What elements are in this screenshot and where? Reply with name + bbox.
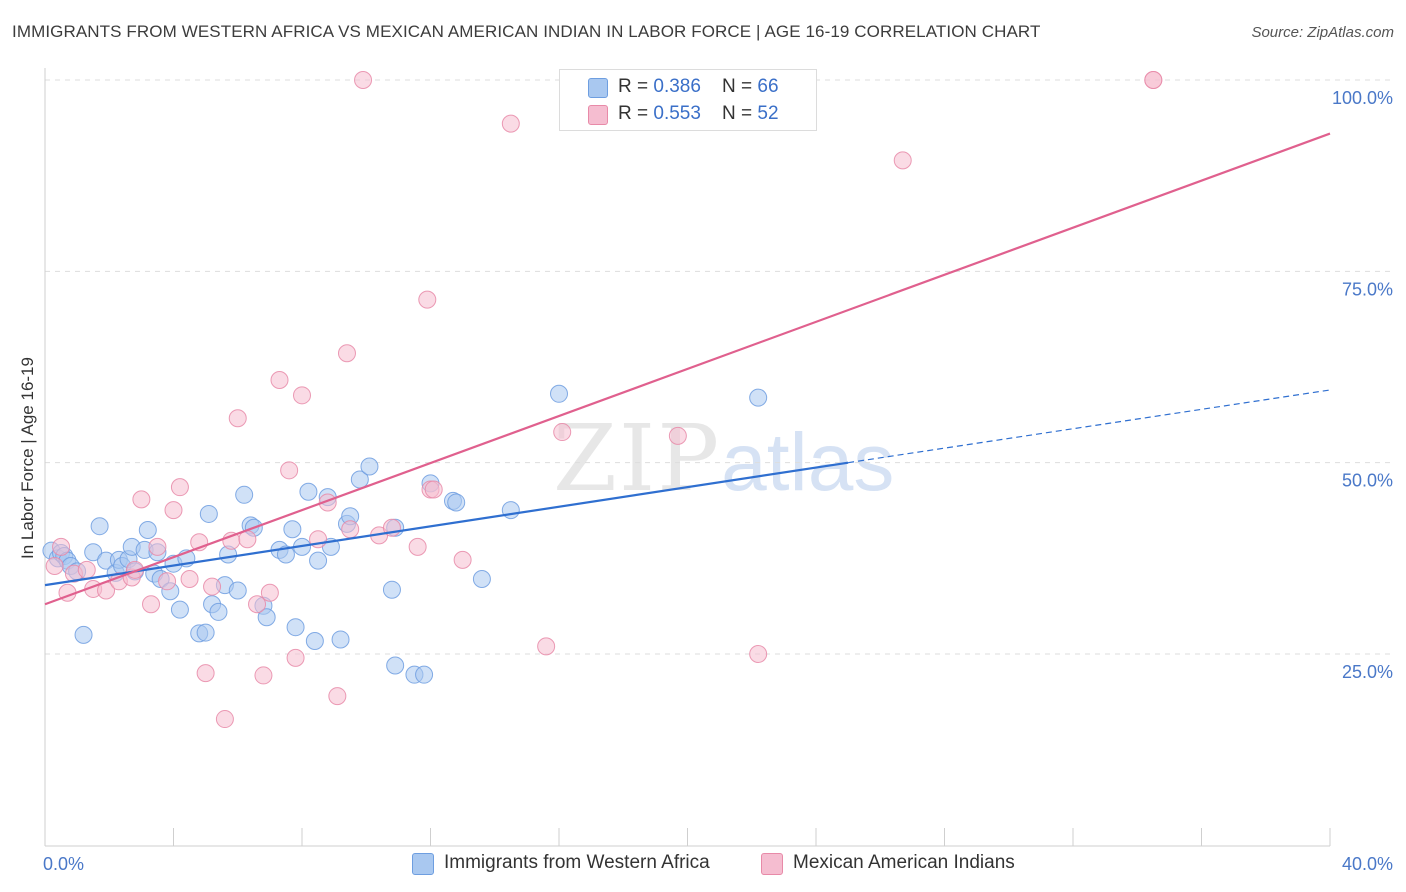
data-point-blue — [235, 485, 254, 504]
x-tick-label: 40.0% — [1342, 854, 1393, 874]
data-point-pink — [893, 151, 912, 170]
data-point-blue — [209, 602, 228, 621]
data-point-pink — [52, 537, 71, 556]
x-tick-label: 0.0% — [43, 854, 84, 874]
data-point-blue — [138, 521, 157, 540]
data-point-blue — [309, 551, 328, 570]
data-point-pink — [293, 386, 311, 405]
data-point-blue — [305, 631, 324, 650]
data-point-pink — [749, 645, 768, 663]
trend-line-pink — [44, 132, 1331, 606]
data-point-pink — [280, 461, 299, 480]
data-point-blue — [196, 623, 215, 642]
trend-line-blue-extension — [848, 389, 1331, 464]
data-point-pink — [537, 637, 556, 656]
data-point-blue — [283, 520, 302, 539]
y-tick-label: 100.0% — [1332, 88, 1393, 108]
data-point-pink — [453, 550, 472, 569]
data-point-pink — [418, 290, 437, 309]
data-point-pink — [424, 480, 443, 499]
legend-blue-n-label: N = — [722, 76, 758, 97]
legend-pink-n-label: N = — [722, 103, 758, 124]
data-point-pink — [260, 583, 279, 602]
data-point-pink — [148, 537, 167, 556]
y-tick-label: 25.0% — [1342, 662, 1393, 682]
legend-swatch-blue — [588, 78, 608, 98]
data-point-pink — [164, 501, 183, 520]
data-point-pink — [341, 520, 360, 539]
data-point-pink — [668, 426, 687, 445]
bottom-legend-label-pink: Mexican American Indians — [793, 852, 1015, 873]
bottom-legend-swatch-pink — [761, 853, 783, 875]
data-point-pink — [228, 409, 247, 428]
data-point-pink — [328, 687, 347, 706]
legend-blue-r-label: R = — [618, 76, 654, 97]
data-point-blue — [228, 581, 247, 600]
data-point-pink — [142, 595, 161, 614]
data-point-blue — [331, 630, 350, 649]
bottom-legend-swatch-blue — [412, 853, 434, 875]
bottom-legend-label-blue: Immigrants from Western Africa — [444, 852, 710, 873]
chart-title: IMMIGRANTS FROM WESTERN AFRICA VS MEXICA… — [12, 22, 1041, 41]
data-point-pink — [77, 560, 96, 579]
y-tick-label: 50.0% — [1342, 471, 1393, 491]
data-point-pink — [270, 371, 289, 390]
legend-pink-r-label: R = — [618, 103, 654, 124]
data-point-pink — [553, 423, 572, 442]
data-point-pink — [354, 71, 373, 89]
data-point-blue — [276, 545, 295, 564]
data-point-pink — [254, 666, 273, 685]
data-point-pink — [1144, 71, 1163, 89]
data-point-pink — [248, 595, 267, 614]
data-point-pink — [196, 664, 215, 683]
data-point-pink — [132, 490, 151, 509]
data-point-blue — [84, 543, 103, 562]
data-point-blue — [447, 493, 466, 512]
data-point-pink — [408, 537, 427, 556]
source-label: Source: ZipAtlas.com — [1251, 24, 1394, 41]
trend-line-blue — [44, 461, 849, 587]
data-point-pink — [158, 572, 177, 591]
stats-legend: R = 0.386 N = 66 R = 0.553 N = 52 — [559, 69, 817, 131]
legend-blue-r: 0.386 — [653, 76, 701, 97]
data-point-pink — [45, 556, 64, 575]
data-point-pink — [501, 114, 520, 133]
data-point-blue — [90, 517, 109, 536]
legend-pink-r: 0.553 — [653, 103, 701, 124]
data-point-blue — [170, 600, 189, 619]
data-point-pink — [286, 648, 305, 667]
data-point-blue — [199, 504, 218, 523]
y-tick-label: 75.0% — [1342, 279, 1393, 299]
legend-blue-n: 66 — [757, 76, 779, 97]
data-point-blue — [286, 618, 305, 637]
data-point-pink — [215, 710, 234, 729]
data-point-pink — [337, 344, 356, 363]
legend-pink-n: 52 — [757, 103, 779, 124]
data-point-blue — [299, 482, 318, 501]
data-point-blue — [415, 665, 434, 684]
data-point-blue — [550, 384, 568, 403]
data-point-blue — [74, 625, 93, 644]
data-point-pink — [203, 577, 222, 596]
data-point-pink — [180, 569, 199, 588]
data-point-blue — [360, 457, 379, 476]
data-point-blue — [749, 388, 768, 407]
data-point-blue — [382, 580, 401, 599]
data-point-blue — [257, 608, 276, 627]
data-point-blue — [472, 569, 491, 588]
data-point-pink — [170, 478, 189, 497]
data-point-blue — [386, 656, 405, 675]
legend-swatch-pink — [588, 105, 608, 125]
